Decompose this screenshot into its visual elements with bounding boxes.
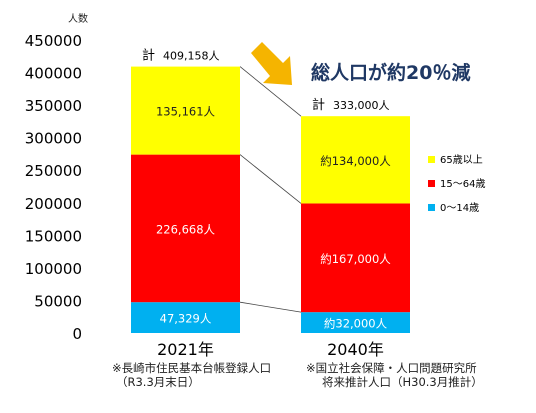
bar-segment (301, 116, 410, 204)
legend: 65歳以上 15～64歳 0～14歳 (428, 154, 485, 214)
total-prefix: 計 (312, 97, 325, 113)
category-label: 2021年 (157, 340, 214, 359)
source-note-2021: ※長崎市住民基本台帳登録人口 （R3.3月末日） (112, 361, 271, 389)
segment-label: 226,668人 (156, 222, 216, 236)
y-tick-label: 350000 (25, 97, 82, 115)
category-label: 2040年 (327, 340, 384, 359)
y-tick-label: 150000 (25, 227, 82, 245)
connector-line (239, 154, 302, 204)
segment-labels: 47,329人 226,668人 135,161人約32,000人約167,000人… (156, 105, 391, 331)
segment-label: 約134,000人 (320, 154, 391, 168)
y-tick-label: 0 (72, 325, 82, 343)
connector-lines (239, 66, 302, 313)
bar-segment (301, 312, 410, 333)
legend-swatch (428, 204, 435, 211)
headline: 総人口が約20％減 (311, 62, 471, 84)
bar-segment (301, 203, 410, 313)
y-axis-label: 人数 (68, 12, 88, 25)
bar-segment (131, 302, 240, 333)
source-note-2040-line2: 将来推計人口（H30.3月推計） (322, 375, 483, 389)
segment-label: 約32,000人 (324, 317, 388, 331)
total-prefix: 計 (142, 48, 155, 64)
legend-label: 0～14歳 (440, 202, 479, 214)
legend-label: 15～64歳 (440, 178, 485, 190)
bar-segment (131, 154, 240, 303)
y-axis-ticks: 0 50000 100000 150000 200000 250000 300000 3500… (25, 32, 82, 343)
bar-segment (131, 66, 240, 155)
segment-label: 約167,000人 (320, 252, 391, 266)
source-note-2040: ※国立社会保障・人口問題研究所 将来推計人口（H30.3月推計） (306, 361, 483, 389)
y-tick-label: 450000 (25, 32, 82, 50)
y-tick-label: 300000 (25, 130, 82, 148)
segment-label: 135,161人 (156, 105, 216, 119)
legend-label: 65歳以上 (440, 154, 483, 166)
bar-segments (131, 66, 410, 333)
total-label: 333,000人 (333, 99, 390, 112)
legend-swatch (428, 156, 435, 163)
y-tick-label: 200000 (25, 195, 82, 213)
source-note-2021-line2: （R3.3月末日） (116, 375, 200, 389)
decrease-arrow-icon (251, 42, 292, 85)
y-tick-label: 50000 (34, 292, 82, 310)
y-tick-label: 400000 (25, 65, 82, 83)
total-label: 409,158人 (163, 50, 220, 63)
category-labels: 2021年 2040年 (157, 340, 384, 359)
source-note-2021-line1: ※長崎市住民基本台帳登録人口 (112, 361, 272, 375)
connector-line (239, 66, 302, 117)
source-note-2040-line1: ※国立社会保障・人口問題研究所 (306, 361, 477, 375)
y-tick-label: 250000 (25, 162, 82, 180)
connector-line (239, 301, 302, 313)
y-tick-label: 100000 (25, 260, 82, 278)
segment-label: 47,329人 (160, 312, 212, 326)
legend-swatch (428, 180, 435, 187)
